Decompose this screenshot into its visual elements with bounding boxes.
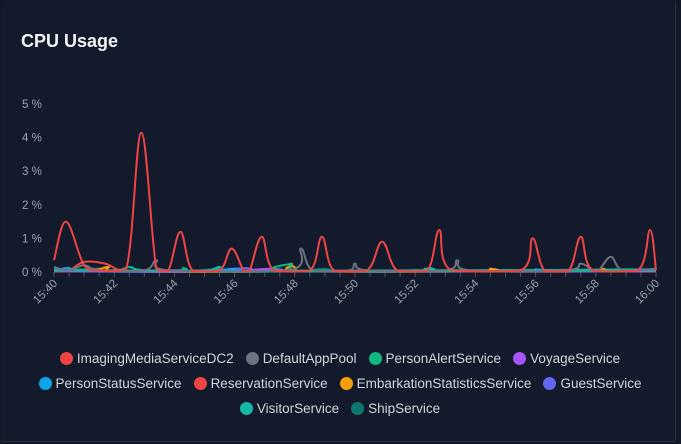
x-tick-label: 15:42 (91, 278, 120, 307)
legend-swatch-icon (351, 401, 365, 415)
legend-label: GuestService (560, 375, 642, 391)
legend-label: PersonAlertService (385, 350, 502, 366)
x-tick-label: 15:46 (212, 278, 241, 307)
legend-swatch-icon (59, 351, 73, 365)
chart-legend: ImagingMediaServiceDC2 DefaultAppPool Pers… (20, 349, 660, 417)
x-tick-label: 15:56 (513, 278, 542, 307)
legend-item-GuestService[interactable]: GuestService (543, 374, 642, 392)
y-tick-label: 3 % (22, 166, 42, 178)
chart-title: CPU Usage (21, 31, 119, 51)
x-tick-label: 16:00 (633, 278, 662, 307)
y-tick-label: 0 % (22, 267, 42, 279)
legend-swatch-icon (193, 376, 207, 390)
legend-swatch-icon (38, 376, 52, 390)
x-tick-label: 15:48 (272, 278, 301, 307)
legend-label: EmbarkationStatisticsService (356, 375, 532, 391)
legend-swatch-icon (368, 351, 382, 365)
legend-label: PersonStatusService (55, 375, 182, 391)
x-tick-label: 15:40 (31, 278, 60, 307)
cpu-usage-chart[interactable]: 0 % 1 % 2 % 3 % 4 % 5 % 15:40 15:42 15:44 15:46 15… (0, 0, 681, 340)
legend-item-ImagingMediaServiceDC2[interactable]: ImagingMediaServiceDC2 (59, 349, 234, 367)
legend-swatch-icon (543, 376, 557, 390)
series-line-ImagingMediaServiceDC2 (53, 131, 657, 273)
legend-item-ReservationService[interactable]: ReservationService (193, 374, 328, 392)
y-tick-label: 2 % (22, 200, 42, 212)
x-tick-label: 15:58 (573, 278, 602, 307)
legend-swatch-icon (513, 351, 527, 365)
legend-label: ImagingMediaServiceDC2 (76, 350, 234, 366)
legend-item-PersonAlertService[interactable]: PersonAlertService (368, 349, 502, 367)
x-tick-label: 15:52 (392, 278, 421, 307)
y-tick-label: 5 % (22, 99, 42, 111)
legend-item-PersonStatusService[interactable]: PersonStatusService (38, 374, 182, 392)
series-layer (53, 131, 657, 273)
series-line-DefaultAppPool (53, 247, 657, 273)
legend-label: ShipService (368, 400, 441, 416)
axis-layer: 0 % 1 % 2 % 3 % 4 % 5 % 15:40 15:42 15:44 15:46 15… (22, 99, 662, 306)
legend-swatch-icon (239, 401, 253, 415)
x-tick-label: 15:54 (453, 277, 482, 306)
legend-label: VoyageService (530, 350, 621, 366)
x-tick-label: 15:50 (332, 278, 361, 307)
legend-label: ReservationService (210, 375, 328, 391)
legend-item-VisitorService[interactable]: VisitorService (239, 399, 340, 417)
legend-label: DefaultAppPool (262, 350, 357, 366)
legend-item-DefaultAppPool[interactable]: DefaultAppPool (245, 349, 357, 367)
x-tick-label: 15:44 (152, 277, 181, 306)
legend-item-EmbarkationStatisticsService[interactable]: EmbarkationStatisticsService (339, 374, 532, 392)
legend-item-VoyageService[interactable]: VoyageService (513, 349, 620, 367)
y-tick-label: 4 % (22, 133, 42, 145)
y-tick-label: 1 % (22, 233, 42, 245)
legend-label: VisitorService (256, 400, 340, 416)
legend-swatch-icon (339, 376, 353, 390)
legend-item-ShipService[interactable]: ShipService (351, 399, 440, 417)
legend-swatch-icon (245, 351, 259, 365)
